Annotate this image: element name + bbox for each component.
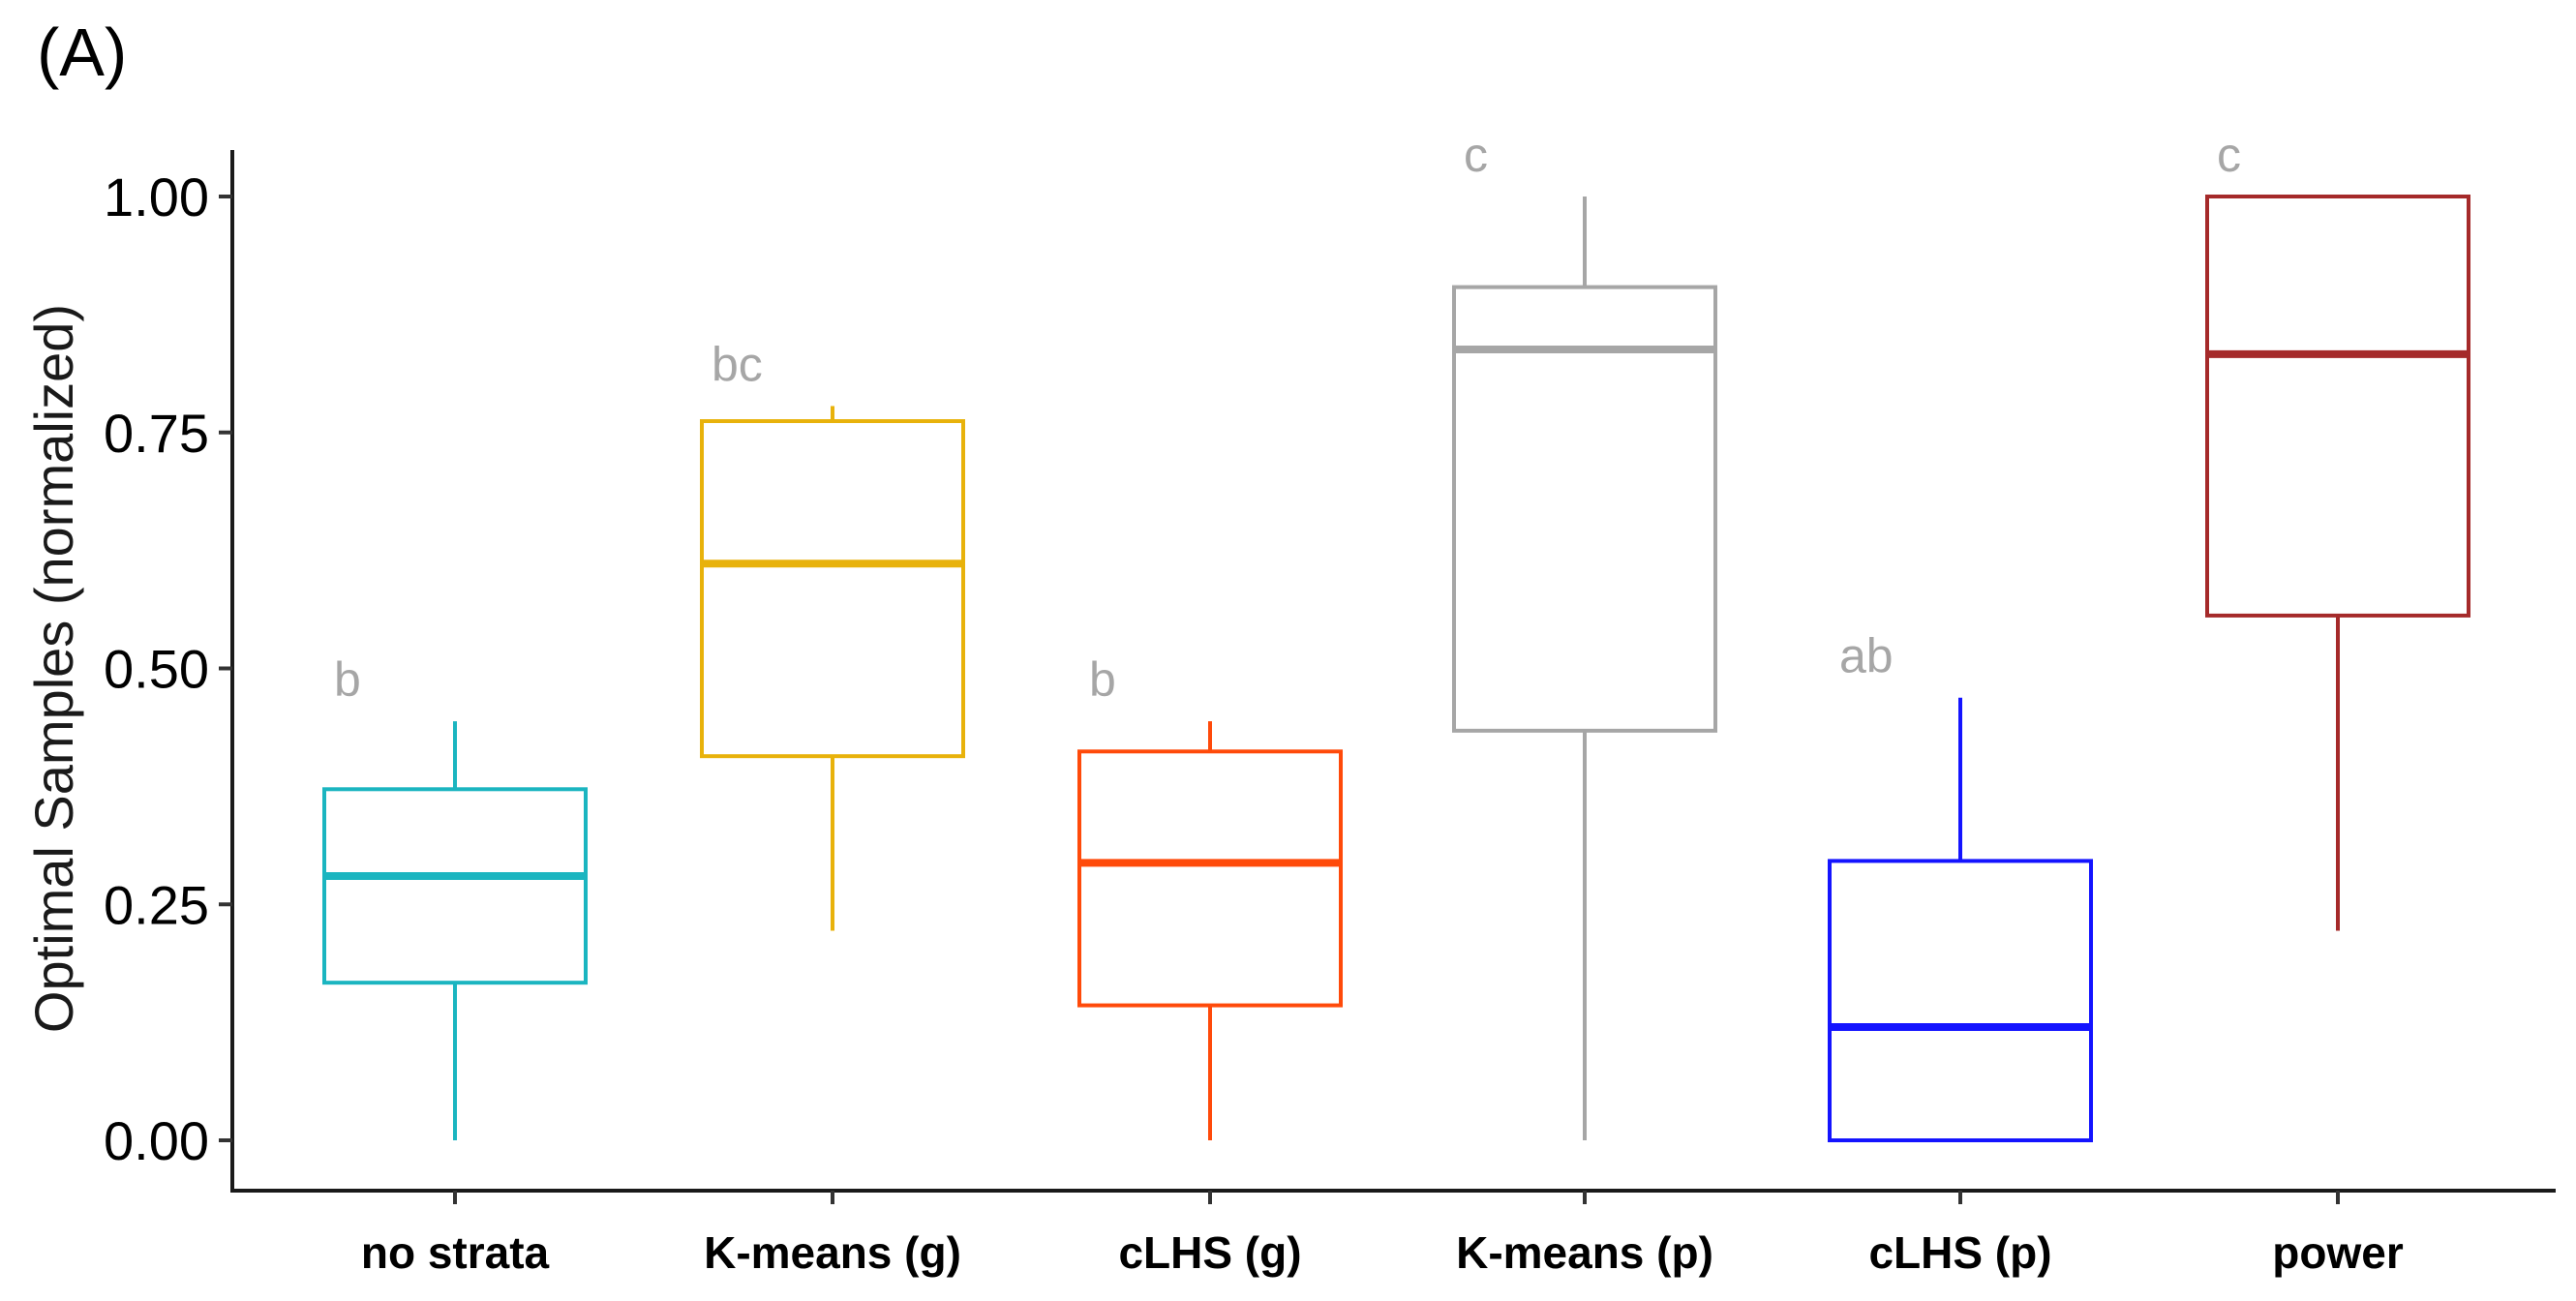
significance-letter: b	[334, 652, 361, 707]
x-tick-label: cLHS (p)	[1868, 1227, 2051, 1278]
box-k-means-p: c	[1452, 128, 1717, 1140]
x-tick-label: no strata	[361, 1227, 550, 1278]
significance-letter: c	[2217, 128, 2241, 182]
box-clhs-p: ab	[1828, 629, 2093, 1143]
x-tick-label: power	[2272, 1227, 2404, 1278]
panel-label: (A)	[37, 15, 127, 90]
box-no-strata: b	[322, 652, 588, 1140]
box-body	[700, 419, 965, 759]
significance-letter: bc	[712, 337, 763, 391]
box-k-means-g: bc	[700, 337, 965, 931]
significance-letter: ab	[1839, 629, 1894, 683]
box-body	[1828, 859, 2093, 1143]
y-tick-label: 0.75	[104, 403, 209, 464]
x-tick-label: cLHS (g)	[1118, 1227, 1301, 1278]
y-tick-label: 0.00	[104, 1110, 209, 1171]
y-tick-label: 1.00	[104, 166, 209, 227]
x-tick-label: K-means (g)	[704, 1227, 961, 1278]
box-body	[2205, 195, 2470, 618]
significance-letter: c	[1464, 128, 1488, 182]
box-body	[1077, 749, 1343, 1008]
significance-letter: b	[1089, 652, 1116, 707]
box-body	[322, 787, 588, 985]
box-body	[1452, 285, 1717, 733]
y-tick-label: 0.50	[104, 639, 209, 700]
box-clhs-g: b	[1077, 652, 1343, 1140]
y-tick-label: 0.25	[104, 874, 209, 935]
y-axis-label: Optimal Samples (normalized)	[23, 304, 84, 1033]
box-power: c	[2205, 128, 2470, 931]
axes: 0.00 0.25 0.50 0.75 1.00 no strata K-means (g)…	[104, 150, 2556, 1278]
x-tick-label: K-means (p)	[1456, 1227, 1713, 1278]
